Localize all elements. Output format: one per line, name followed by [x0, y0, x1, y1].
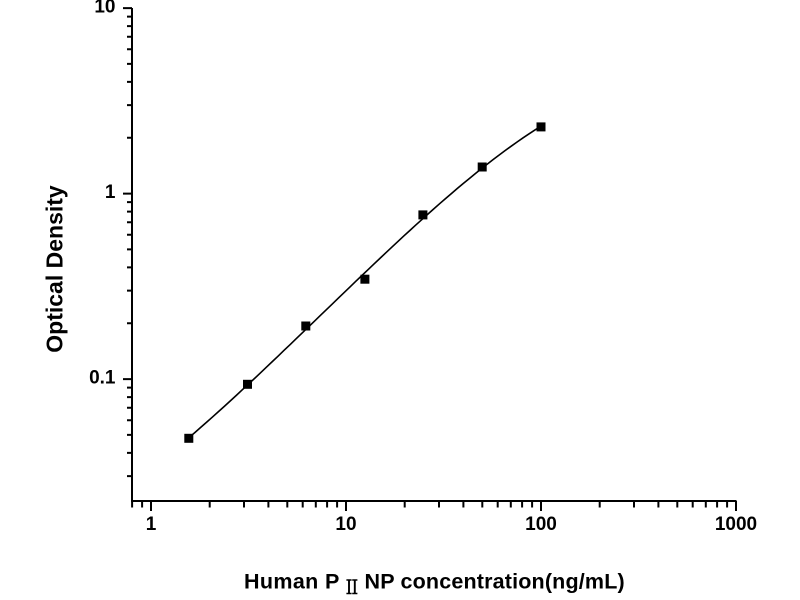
svg-text:1: 1: [146, 514, 157, 535]
svg-text:0.1: 0.1: [89, 368, 116, 389]
svg-text:Human P: Human P: [244, 570, 340, 594]
svg-text:Optical Density: Optical Density: [42, 185, 68, 353]
svg-text:NP concentration(ng/mL): NP concentration(ng/mL): [365, 570, 625, 594]
svg-text:100: 100: [525, 514, 557, 535]
svg-text:10: 10: [94, 0, 115, 18]
svg-text:10: 10: [335, 514, 356, 535]
svg-text:1: 1: [105, 182, 116, 203]
svg-text:1000: 1000: [715, 514, 757, 535]
